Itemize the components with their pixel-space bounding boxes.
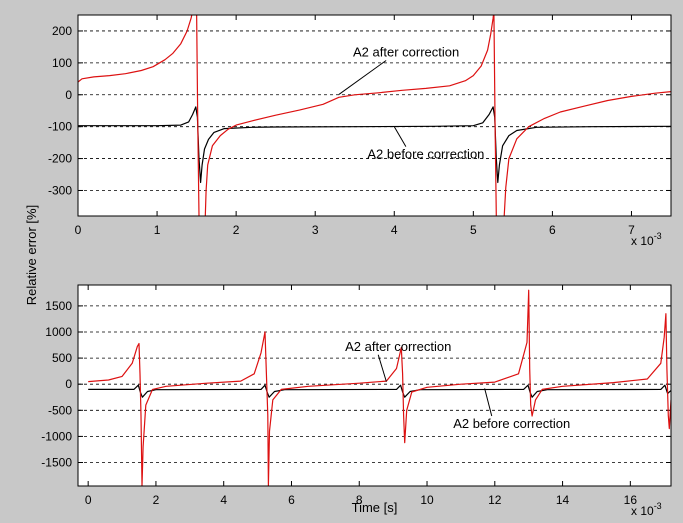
y-tick-label: -1000 [41,429,72,443]
plot-area [78,285,671,486]
annotation-leader [377,354,387,382]
y-tick-label: -200 [48,152,72,166]
x-tick-label: 10 [420,493,434,507]
series-line-after-correction [88,289,671,486]
y-tick-label: 0 [65,377,72,391]
bottom-plot: 1500 1000 500 0 -500 -1000 -1500 0 2 4 6 8 10 12 14 16 A… [41,284,672,518]
y-tick-label: 1500 [45,299,72,313]
x-exponent-label: x 10-3 [631,231,662,248]
annotation-leader [338,60,387,95]
annotation-label: A2 before correction [453,416,570,431]
y-tick-label: 500 [52,351,72,365]
x-tick-label: 5 [470,223,477,237]
x-axis-title: Time [s] [352,500,398,515]
x-tick-label: 2 [233,223,240,237]
y-tick-label: -1500 [41,456,72,470]
x-tick-label: 14 [556,493,570,507]
x-tick-label: 8 [356,493,363,507]
series-line-before-correction [78,106,671,184]
y-tick-label: -100 [48,120,72,134]
x-exponent-power: -3 [654,501,662,511]
annotation-label: A2 after correction [345,339,451,354]
x-tick-label: 3 [312,223,319,237]
y-tick-label: 1000 [45,325,72,339]
x-exponent-base: x 10 [631,504,654,518]
annotation-label: A2 after correction [353,44,459,59]
axes-box [77,284,672,487]
y-tick-label: -500 [48,403,72,417]
x-tick-label: 0 [85,493,92,507]
y-axis-title: Relative error [%] [24,205,39,305]
x-tick-label: 6 [549,223,556,237]
x-tick-label: 12 [488,493,502,507]
x-exponent-base: x 10 [631,234,654,248]
top-plot: 200 100 0 -100 -200 -300 0 1 2 3 4 5 6 7 A2 after corr… [24,14,672,305]
axes-box [77,14,672,217]
x-exponent-power: -3 [654,231,662,241]
x-tick-label: 4 [391,223,398,237]
y-tick-label: -300 [48,183,72,197]
annotation-leader [393,126,407,147]
series-group [88,289,671,486]
series-line-after-correction [78,15,671,216]
series-group [78,15,671,216]
x-tick-label: 2 [153,493,160,507]
annotation-leader [484,388,493,417]
x-exponent-label: x 10-3 [631,501,662,518]
x-tick-label: 7 [628,223,635,237]
y-tick-label: 200 [52,24,72,38]
y-tick-label: 0 [65,88,72,102]
x-tick-label: 4 [220,493,227,507]
x-tick-label: 1 [154,223,161,237]
x-tick-label: 0 [75,223,82,237]
x-tick-label: 16 [624,493,638,507]
annotation-label: A2 before correction [367,147,484,162]
x-tick-label: 6 [288,493,295,507]
y-tick-label: 100 [52,56,72,70]
